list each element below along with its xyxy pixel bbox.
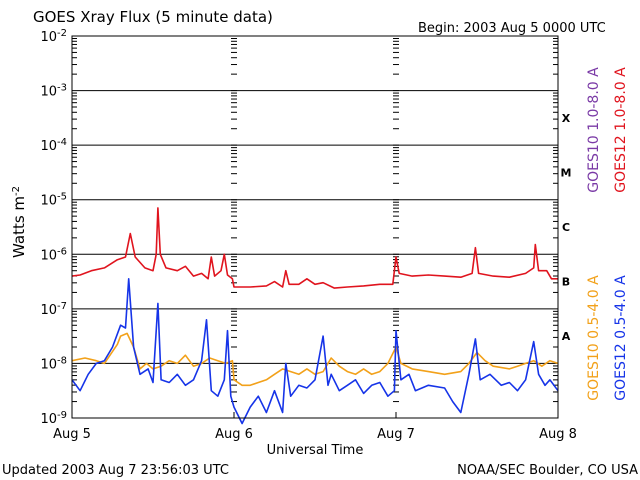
y-axis-label: Watts m-2 xyxy=(10,186,28,258)
legend-label-3: GOES12 0.5-4.0 A xyxy=(613,275,629,401)
flare-class-a: A xyxy=(562,330,571,343)
y-tick-label: 10-5 xyxy=(40,191,67,209)
legend-label-0: GOES10 1.0-8.0 A xyxy=(586,67,602,193)
y-tick-label: 10-2 xyxy=(40,28,67,46)
series-line-3 xyxy=(71,277,559,425)
series-line-1 xyxy=(71,207,558,289)
y-tick-label: 10-4 xyxy=(40,137,67,155)
x-tick-label: Aug 7 xyxy=(377,427,415,442)
y-tick-label: 10-8 xyxy=(40,355,67,373)
x-axis-label: Universal Time xyxy=(267,443,364,458)
flare-class-m: M xyxy=(561,166,572,179)
plot-frame xyxy=(71,35,559,419)
begin-label: Begin: 2003 Aug 5 0000 UTC xyxy=(418,21,606,36)
flare-class-b: B xyxy=(562,276,570,289)
legend-label-1: GOES12 1.0-8.0 A xyxy=(613,67,629,193)
flare-class-c: C xyxy=(562,221,570,234)
y-tick-label: 10-9 xyxy=(40,410,67,428)
svg-text:Watts m-2: Watts m-2 xyxy=(10,186,28,258)
flare-class-x: X xyxy=(562,112,571,125)
footer-credit: NOAA/SEC Boulder, CO USA xyxy=(457,463,638,478)
chart-title: GOES Xray Flux (5 minute data) xyxy=(33,8,273,26)
x-tick-label: Aug 5 xyxy=(53,427,91,442)
legend-label-2: GOES10 0.5-4.0 A xyxy=(586,275,602,401)
y-tick-label: 10-6 xyxy=(40,246,67,264)
footer-updated: Updated 2003 Aug 7 23:56:03 UTC xyxy=(2,463,229,478)
x-tick-label: Aug 8 xyxy=(539,427,577,442)
x-tick-label: Aug 6 xyxy=(215,427,253,442)
series-line-2 xyxy=(71,332,559,387)
y-axis-label-exponent: -2 xyxy=(11,186,22,196)
y-axis-label-text: Watts m xyxy=(10,196,28,258)
y-tick-label: 10-3 xyxy=(40,82,67,100)
y-tick-label: 10-7 xyxy=(40,300,67,318)
